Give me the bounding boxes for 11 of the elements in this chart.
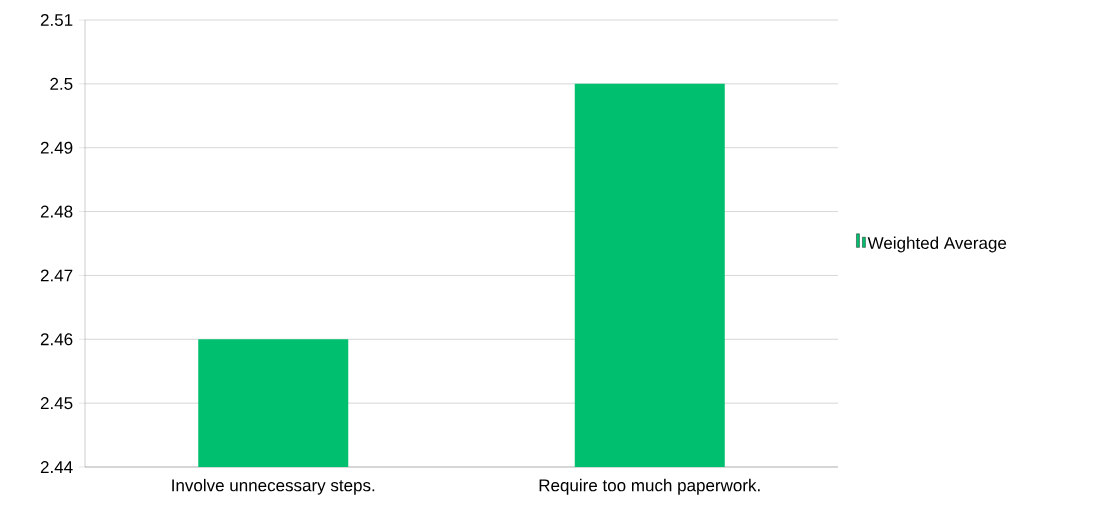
y-tick-label: 2.48 [40, 205, 73, 218]
y-tick-label: 2.45 [40, 397, 73, 410]
x-tick-label: Involve unnecessary steps. [172, 478, 375, 495]
y-tick-label: 2.49 [40, 141, 73, 154]
y-tick-label: 2.5 [50, 77, 73, 90]
y-tick-label: 2.44 [40, 461, 73, 473]
y-tick-label: 2.46 [40, 333, 73, 346]
legend-label: Weighted Average [867, 236, 1007, 253]
y-tick-label: 2.47 [40, 269, 73, 282]
y-tick-label: 2.51 [40, 13, 73, 27]
x-tick-label: Require too much paperwork. [539, 478, 760, 495]
